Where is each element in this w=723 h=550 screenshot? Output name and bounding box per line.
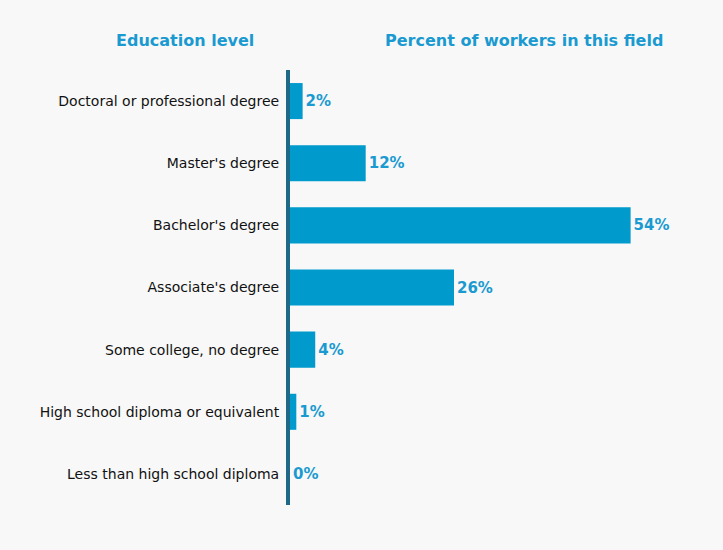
svg-text:Master's degree: Master's degree [167,155,279,171]
svg-text:Education level: Education level [116,31,254,50]
svg-text:High school diploma or equival: High school diploma or equivalent [40,404,280,420]
svg-text:Some college, no degree: Some college, no degree [105,342,279,358]
svg-text:0%: 0% [293,465,318,483]
svg-text:54%: 54% [634,216,670,234]
svg-text:Percent of workers in this fie: Percent of workers in this field [385,31,663,50]
svg-text:2%: 2% [306,92,331,110]
svg-text:Bachelor's degree: Bachelor's degree [153,217,279,233]
svg-text:Doctoral or professional degre: Doctoral or professional degree [58,93,279,109]
svg-text:Less than high school diploma: Less than high school diploma [67,466,279,482]
svg-text:1%: 1% [299,403,324,421]
svg-text:26%: 26% [457,279,493,297]
svg-text:12%: 12% [369,154,405,172]
svg-text:Associate's degree: Associate's degree [148,279,280,295]
svg-text:4%: 4% [318,341,343,359]
